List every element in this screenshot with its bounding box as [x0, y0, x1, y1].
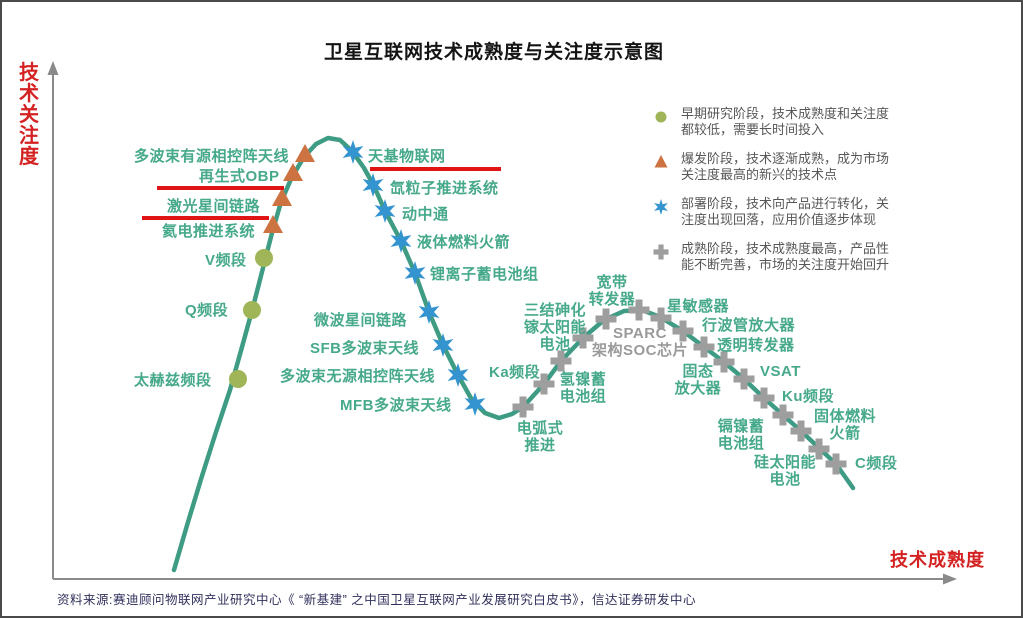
triangle-marker [263, 215, 283, 233]
tech-label: 天基物联网 [368, 148, 446, 165]
tech-label: 固体燃料 火箭 [813, 408, 877, 442]
legend-item: 早期研究阶段，技术成熟度和关注度都较低，需要长时间投入 [650, 106, 950, 138]
tech-label: 三结砷化 镓太阳能 电池 [523, 302, 587, 353]
plus-marker [790, 420, 812, 442]
red-underline [370, 167, 501, 171]
tech-label: 氦电推进系统 [162, 223, 256, 240]
tech-label: MFB多波束天线 [340, 397, 452, 414]
star-marker [390, 229, 412, 253]
tech-label: SPARC 架构SOC芯片 [591, 325, 689, 359]
plus-legend-icon [653, 244, 669, 260]
tech-label: SFB多波束天线 [310, 340, 420, 357]
tech-label: 激光星间链路 [167, 198, 261, 215]
plus-marker [572, 327, 594, 349]
star-marker [342, 140, 364, 164]
tech-label: 锂离子蓄电池组 [430, 266, 539, 283]
legend-item: 成熟阶段，技术成熟度最高，产品性能不断完善，市场的关注度开始回升 [650, 241, 950, 273]
tech-label: 镉镍蓄 电池组 [717, 418, 765, 452]
tech-label: VSAT [760, 363, 801, 380]
triangle-marker [295, 144, 315, 162]
tech-label: 液体燃料火箭 [417, 234, 511, 251]
legend-text: 部署阶段，技术向产品进行转化，关注度出现回落，应用价值逐步体现 [681, 196, 890, 227]
legend: 早期研究阶段，技术成熟度和关注度都较低，需要长时间投入 爆发阶段，技术逐渐成熟，成… [650, 106, 950, 286]
plus-marker [772, 404, 794, 426]
circle-marker [229, 370, 247, 388]
plus-marker [733, 368, 755, 390]
star-marker [362, 173, 384, 197]
tech-label: Ku频段 [782, 388, 834, 405]
x-axis-label: 技术成熟度 [890, 550, 985, 570]
star-marker [432, 333, 454, 357]
tech-label: 微波星间链路 [314, 312, 408, 329]
y-axis-label: 技术关注度 [19, 62, 39, 168]
circle-legend-icon [655, 111, 667, 123]
star-legend-icon [654, 199, 668, 215]
circle-marker [243, 301, 261, 319]
triangle-marker [283, 163, 303, 181]
triangle-legend-icon [654, 155, 668, 168]
plus-marker [693, 336, 715, 358]
plus-marker [753, 387, 775, 409]
tech-label: 透明转发器 [717, 337, 795, 354]
x-axis-arrow [943, 573, 957, 585]
plus-marker [713, 351, 735, 373]
star-marker [447, 363, 469, 387]
plus-marker [650, 307, 672, 329]
tech-label: 固态 放大器 [674, 363, 722, 397]
tech-label: 行波管放大器 [702, 317, 796, 334]
tech-label: Ka频段 [489, 364, 541, 381]
triangle-marker [654, 155, 668, 168]
tech-label: 硅太阳能 电池 [753, 454, 817, 488]
source-note: 资料来源:赛迪顾问物联网产业研究中心《 “新基建” 之中国卫星互联网产业发展研究… [57, 593, 696, 607]
tech-label: 再生式OBP [199, 168, 280, 185]
circle-marker [655, 111, 667, 123]
triangle-marker [272, 188, 292, 206]
tech-label: C频段 [855, 455, 898, 472]
plus-marker [628, 299, 650, 321]
chart-title: 卫星互联网技术成熟度与关注度示意图 [323, 42, 664, 63]
legend-text: 爆发阶段，技术逐渐成熟，成为市场关注度最高的新兴的技术点 [681, 151, 890, 182]
circle-marker [255, 249, 273, 267]
star-marker [374, 199, 396, 223]
tech-label: 动中通 [402, 206, 449, 223]
tech-label: Q频段 [185, 302, 229, 319]
plus-marker [533, 373, 555, 395]
legend-item: 部署阶段，技术向产品进行转化，关注度出现回落，应用价值逐步体现 [650, 196, 950, 228]
red-underline [157, 186, 284, 190]
legend-text: 早期研究阶段，技术成熟度和关注度都较低，需要长时间投入 [681, 106, 890, 137]
star-marker [464, 392, 486, 416]
star-marker [418, 300, 440, 324]
star-marker [654, 199, 668, 215]
tech-label: 宽带 转发器 [588, 274, 636, 308]
tech-label: 氙粒子推进系统 [390, 180, 499, 197]
plus-marker [825, 453, 847, 475]
tech-label: 多波束无源相控阵天线 [280, 368, 436, 385]
legend-item: 爆发阶段，技术逐渐成熟，成为市场关注度最高的新兴的技术点 [650, 151, 950, 183]
plus-marker [550, 350, 572, 372]
plus-marker [595, 308, 617, 330]
plus-marker [653, 244, 669, 260]
red-underline [142, 216, 269, 220]
tech-label: V频段 [205, 252, 247, 269]
plus-marker [808, 438, 830, 460]
plus-marker [512, 396, 534, 418]
legend-text: 成熟阶段，技术成熟度最高，产品性能不断完善，市场的关注度开始回升 [681, 241, 890, 272]
tech-label: 太赫兹频段 [134, 372, 212, 389]
tech-label: 氢镍蓄 电池组 [559, 371, 607, 405]
tech-label: 多波束有源相控阵天线 [134, 148, 290, 165]
y-axis-arrow [47, 61, 59, 75]
tech-label: 电弧式 推进 [516, 420, 564, 454]
tech-label: 星敏感器 [667, 298, 730, 315]
plus-marker [672, 320, 694, 342]
star-marker [404, 261, 426, 285]
